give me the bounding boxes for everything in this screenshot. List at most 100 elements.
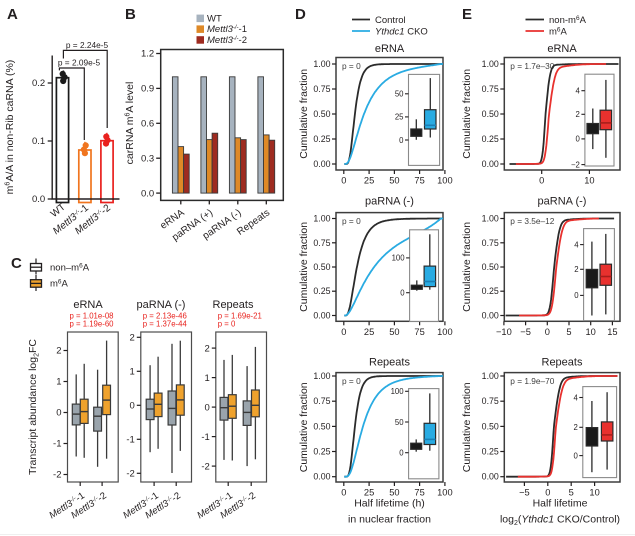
svg-text:0: 0 [576, 135, 581, 144]
svg-text:25: 25 [364, 488, 374, 498]
svg-text:15: 15 [607, 327, 617, 337]
svg-text:B: B [125, 6, 136, 23]
svg-text:0.00: 0.00 [313, 311, 330, 321]
svg-text:0.25: 0.25 [313, 134, 330, 144]
svg-text:2: 2 [56, 346, 61, 357]
svg-text:-2: -2 [126, 469, 134, 480]
svg-text:0: 0 [399, 136, 404, 145]
svg-text:5: 5 [566, 327, 571, 337]
svg-text:p = 3.5e–12: p = 3.5e–12 [510, 216, 554, 226]
svg-text:10: 10 [584, 176, 594, 186]
svg-text:50: 50 [395, 90, 404, 99]
svg-text:0.00: 0.00 [313, 472, 330, 482]
svg-text:50: 50 [389, 488, 399, 498]
svg-text:E: E [462, 6, 472, 23]
svg-text:p = 0: p = 0 [342, 61, 361, 71]
svg-text:2: 2 [574, 265, 578, 274]
svg-text:Cumulative fraction: Cumulative fraction [298, 382, 310, 472]
svg-text:1.00: 1.00 [313, 59, 330, 69]
svg-text:0: 0 [545, 488, 550, 498]
svg-text:0.6: 0.6 [141, 119, 154, 130]
svg-text:0.00: 0.00 [482, 159, 499, 169]
svg-text:0.00: 0.00 [482, 311, 499, 321]
svg-text:-2: -2 [53, 470, 61, 481]
svg-text:100: 100 [392, 254, 406, 263]
svg-text:0.50: 0.50 [482, 262, 499, 272]
svg-text:Mettl3-/--2: Mettl3-/--2 [207, 35, 247, 46]
svg-text:Control: Control [375, 15, 406, 26]
svg-text:1: 1 [56, 377, 61, 388]
svg-text:m6A: m6A [549, 26, 568, 37]
svg-text:carRNA m6A level: carRNA m6A level [124, 82, 136, 165]
svg-text:p = 2.13e-46: p = 2.13e-46 [143, 312, 187, 321]
svg-text:eRNA: eRNA [73, 299, 103, 311]
svg-text:10: 10 [586, 327, 596, 337]
svg-text:1.2: 1.2 [141, 49, 154, 60]
svg-text:p = 1.19e-60: p = 1.19e-60 [70, 320, 115, 329]
svg-text:100: 100 [437, 327, 453, 337]
svg-text:5: 5 [569, 488, 574, 498]
svg-text:1.00: 1.00 [313, 371, 330, 381]
svg-text:100: 100 [437, 488, 453, 498]
svg-text:m6A: m6A [50, 279, 69, 290]
svg-text:0.0: 0.0 [32, 194, 45, 205]
svg-text:0.25: 0.25 [482, 447, 499, 457]
svg-text:in nuclear fraction: in nuclear fraction [348, 514, 431, 526]
svg-text:Repeats: Repeats [369, 357, 410, 369]
svg-text:−5: −5 [519, 488, 530, 498]
svg-text:-1: -1 [126, 435, 134, 446]
svg-text:1.00: 1.00 [482, 214, 499, 224]
svg-text:Repeats: Repeats [213, 299, 254, 311]
svg-text:0: 0 [573, 451, 578, 460]
svg-text:2: 2 [205, 343, 210, 354]
svg-text:1.00: 1.00 [482, 59, 499, 69]
svg-text:0: 0 [539, 176, 544, 186]
svg-text:p = 1.37e-44: p = 1.37e-44 [143, 320, 188, 329]
svg-text:0.25: 0.25 [482, 134, 499, 144]
svg-text:Half lifetime (h): Half lifetime (h) [354, 498, 425, 510]
svg-text:0.75: 0.75 [482, 396, 499, 406]
svg-text:-2: -2 [201, 461, 209, 472]
svg-text:10: 10 [589, 488, 599, 498]
svg-text:75: 75 [414, 176, 424, 186]
svg-text:0: 0 [399, 449, 404, 458]
svg-text:1: 1 [130, 367, 135, 378]
svg-text:p = 0: p = 0 [342, 216, 361, 226]
svg-text:0.0: 0.0 [141, 188, 154, 199]
svg-text:p = 1.69e-21: p = 1.69e-21 [218, 312, 262, 321]
svg-text:0.75: 0.75 [313, 396, 330, 406]
svg-text:0.50: 0.50 [313, 109, 330, 119]
svg-text:p = 1.9e–70: p = 1.9e–70 [510, 376, 554, 386]
svg-text:−10: −10 [496, 327, 512, 337]
svg-text:75: 75 [414, 327, 424, 337]
svg-text:A: A [7, 6, 18, 23]
svg-text:0: 0 [341, 488, 346, 498]
svg-text:0.3: 0.3 [141, 153, 154, 164]
svg-text:non–m6A: non–m6A [50, 263, 90, 274]
svg-text:Cumulative fraction: Cumulative fraction [461, 69, 473, 159]
svg-text:0: 0 [341, 327, 346, 337]
svg-text:100: 100 [391, 387, 405, 396]
svg-text:50: 50 [395, 418, 404, 427]
svg-text:Cumulative fraction: Cumulative fraction [298, 69, 310, 159]
svg-text:1.00: 1.00 [313, 214, 330, 224]
svg-text:−2: −2 [571, 160, 580, 169]
svg-text:2: 2 [573, 423, 577, 432]
svg-text:0.50: 0.50 [313, 262, 330, 272]
svg-text:0: 0 [205, 402, 210, 413]
svg-text:non-m6A: non-m6A [549, 15, 587, 26]
svg-text:25: 25 [364, 327, 374, 337]
svg-text:-1: -1 [53, 439, 61, 450]
svg-text:Half lifetime: Half lifetime [533, 498, 588, 510]
svg-text:0.00: 0.00 [313, 159, 330, 169]
svg-text:0: 0 [545, 327, 550, 337]
svg-text:0.50: 0.50 [313, 421, 330, 431]
svg-text:0.00: 0.00 [482, 472, 499, 482]
svg-text:2: 2 [576, 110, 580, 119]
svg-text:p = 2.24e-5: p = 2.24e-5 [66, 40, 109, 50]
svg-text:p = 1.7e–30: p = 1.7e–30 [510, 61, 554, 71]
svg-text:paRNA (-): paRNA (-) [538, 196, 587, 208]
svg-text:0.50: 0.50 [482, 109, 499, 119]
svg-text:p = 0: p = 0 [342, 376, 361, 386]
svg-text:0.75: 0.75 [313, 84, 330, 94]
